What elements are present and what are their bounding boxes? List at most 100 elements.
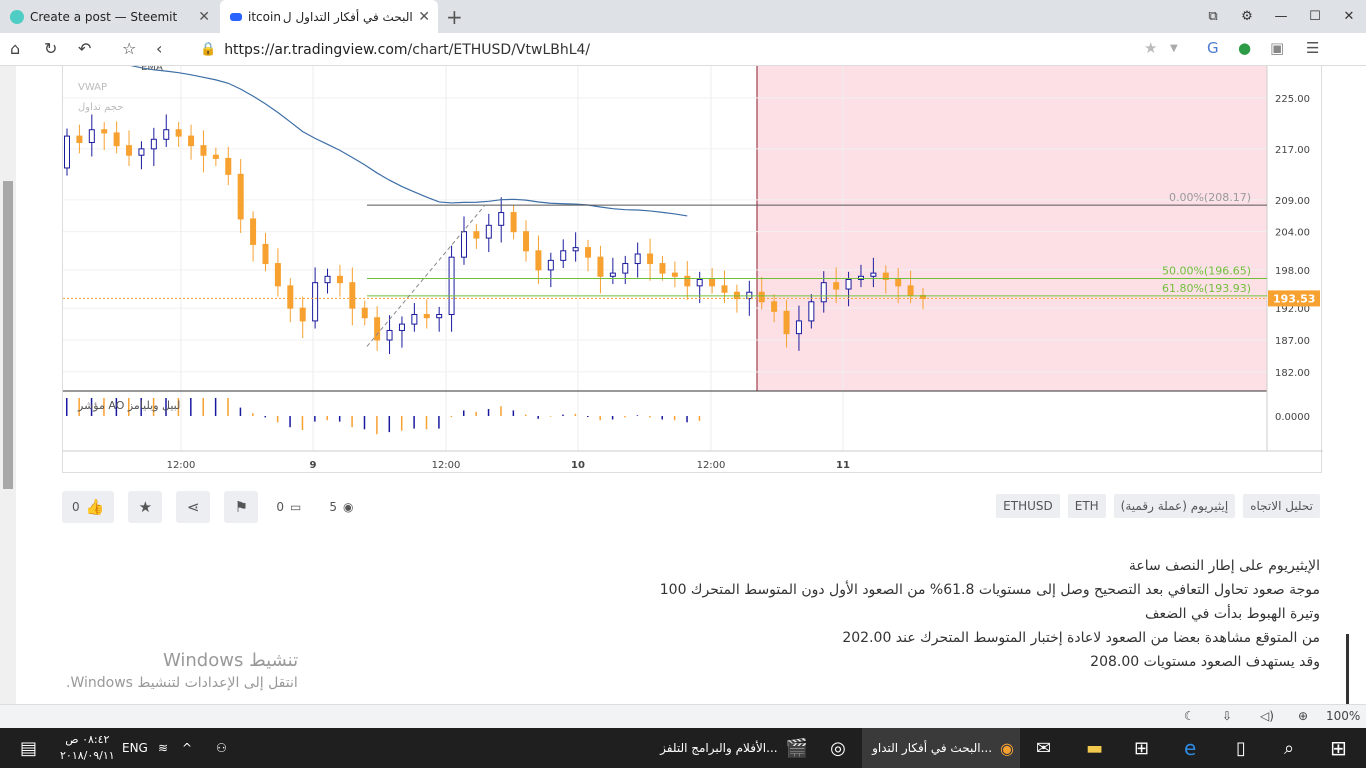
tag-eth[interactable]: ETH (1067, 494, 1106, 518)
zoom-level[interactable]: 100% (1326, 709, 1361, 723)
night-mode-icon[interactable]: ☾ (1184, 709, 1195, 723)
maximize-icon[interactable]: ☐ (1309, 9, 1321, 24)
price-tick-label: 209.00 (1275, 196, 1310, 207)
candle-body (907, 285, 914, 296)
ao-histogram-bar (128, 398, 130, 416)
search-icon[interactable]: ⌕ (1284, 737, 1295, 759)
clock[interactable]: ٠٨:٤٢ ص ٢٠١٨/٠٩/١١ (60, 728, 115, 768)
share-button[interactable]: ⋖ (176, 491, 211, 523)
indicator-volume[interactable]: حجم تداول (78, 102, 124, 113)
close-tab-icon[interactable]: ✕ (198, 8, 210, 25)
show-hidden-icons-icon[interactable]: ^ (182, 741, 193, 755)
taskbar-app-browser[interactable]: البحث في أفكار التداو... ◉ (862, 728, 1020, 768)
flag-icon: ⚑ (234, 498, 249, 516)
profile-icon[interactable]: ▣ (1270, 39, 1285, 57)
file-explorer-icon[interactable]: ▬ (1086, 737, 1104, 759)
indicator-legend-faint: VWAP حجم تداول (78, 78, 123, 118)
ao-histogram-bar (351, 416, 353, 428)
chart-container[interactable]: 225.00 217.00 209.00 204.00 198.00 192.00 187.… (62, 66, 1323, 473)
new-tab-button[interactable]: + (446, 5, 463, 29)
favorite-star-icon[interactable]: ★ (1144, 39, 1158, 57)
tab-actions-icon[interactable]: ⧉ (1208, 9, 1218, 24)
start-icon[interactable]: ⊞ (1330, 736, 1347, 760)
time-tick-label: 11 (836, 460, 850, 471)
home-icon[interactable]: ⌂ (10, 39, 21, 58)
candle-body (845, 278, 852, 290)
candle-body (163, 129, 170, 140)
translate-icon[interactable]: G (1207, 39, 1219, 57)
price-tick-label: 225.00 (1275, 94, 1310, 105)
tab-tradingview[interactable]: itcoin البحث في أفكار التداول ل ✕ (220, 0, 438, 33)
candle-body (175, 129, 182, 137)
undo-icon[interactable]: ↶ (78, 39, 92, 58)
candle-body (386, 329, 393, 341)
ao-histogram-bar (314, 416, 316, 422)
globe-icon[interactable]: ● (1238, 39, 1252, 57)
ao-histogram-bar (239, 407, 242, 416)
ao-histogram-bar (500, 406, 502, 416)
mail-icon[interactable]: ✉ (1036, 737, 1052, 759)
fib-level-label: 0.00%(208.17) (1169, 191, 1251, 204)
reload-icon[interactable]: ↻ (44, 39, 58, 58)
price-chart[interactable]: 225.00 217.00 209.00 204.00 198.00 192.00 187.… (63, 66, 1323, 473)
sound-icon[interactable]: ◁) (1260, 709, 1274, 723)
candle-body (349, 282, 356, 309)
extensions-icon[interactable]: ⚙ (1241, 9, 1253, 24)
candle-body (138, 148, 145, 156)
close-window-icon[interactable]: ✕ (1343, 9, 1355, 24)
zoom-icon[interactable]: ⊕ (1298, 709, 1309, 723)
views-count: 5 ◉ (329, 500, 353, 514)
candle-body (411, 314, 418, 325)
chrome-icon[interactable]: ◎ (830, 737, 846, 759)
people-icon[interactable]: ⚇ (216, 741, 227, 755)
ao-indicator-label[interactable]: مؤشر AO لبيل ويليامز (78, 399, 181, 412)
candle-body (485, 224, 492, 239)
fib-level-label: 50.00%(196.65) (1162, 265, 1251, 278)
edge-icon[interactable]: e (1184, 736, 1197, 760)
steemit-favicon-icon (10, 9, 24, 24)
minimize-icon[interactable]: — (1274, 9, 1288, 24)
taskbar-app-movies[interactable]: الأفلام والبرامج التلفز... 🎬 (658, 728, 808, 768)
ao-histogram-bar (487, 409, 490, 416)
bookmark-star-icon[interactable]: ☆ (122, 39, 137, 58)
candle-body (274, 263, 281, 287)
task-view-icon[interactable]: ▯ (1236, 737, 1246, 759)
price-tick-label: 198.00 (1275, 266, 1310, 277)
download-icon[interactable]: ⇩ (1222, 709, 1233, 723)
notifications-icon[interactable]: ▤ (20, 737, 38, 759)
store-icon[interactable]: ⊞ (1134, 737, 1150, 759)
candle-body (833, 282, 840, 290)
description-line: وتيرة الهبوط بدأت في الضعف (1145, 606, 1320, 622)
address-bar[interactable]: 🔒 https://ar.tradingview.com/chart/ETHUS… (200, 38, 1190, 61)
comments-count[interactable]: 0 ▭ (276, 500, 301, 514)
time-tick-label: 10 (571, 460, 585, 471)
report-button[interactable]: ⚑ (224, 491, 259, 523)
film-icon: 🎬 (785, 737, 808, 759)
ao-histogram-bar (177, 398, 180, 416)
tag-ethusd[interactable]: ETHUSD (996, 494, 1060, 518)
tab-steemit[interactable]: Create a post — Steemit ✕ (0, 0, 218, 33)
tag-ethereum[interactable]: إيثيريوم (عملة رقمية) (1113, 494, 1236, 518)
ao-histogram-bar (338, 416, 341, 422)
indicator-vwap[interactable]: VWAP (78, 82, 108, 93)
ao-histogram-bar (90, 398, 93, 416)
language-indicator[interactable]: ENG (122, 741, 148, 755)
time-tick-label: 12:00 (432, 460, 461, 471)
menu-icon[interactable]: ☰ (1306, 39, 1320, 57)
left-scrollbar[interactable] (0, 66, 16, 704)
scrollbar-thumb[interactable] (3, 181, 13, 489)
ao-histogram-bar (525, 414, 527, 416)
candle-body (659, 263, 666, 274)
ao-histogram-bar (66, 398, 68, 416)
wifi-icon[interactable]: ≋ (158, 741, 169, 755)
indicator-ema[interactable]: EMA (141, 66, 163, 73)
close-tab-icon[interactable]: ✕ (418, 8, 430, 25)
like-button[interactable]: 0 👍 (62, 491, 115, 523)
tag-trend-analysis[interactable]: تحليل الاتجاه (1243, 494, 1320, 518)
ao-histogram-bar (698, 416, 701, 421)
candle-body (460, 231, 467, 258)
window-controls: ⧉ ⚙ — ☐ ✕ (1196, 0, 1366, 33)
back-icon[interactable]: ‹ (156, 39, 163, 58)
favorite-button[interactable]: ★ (128, 491, 163, 523)
dropdown-icon[interactable]: ▼ (1170, 43, 1178, 54)
